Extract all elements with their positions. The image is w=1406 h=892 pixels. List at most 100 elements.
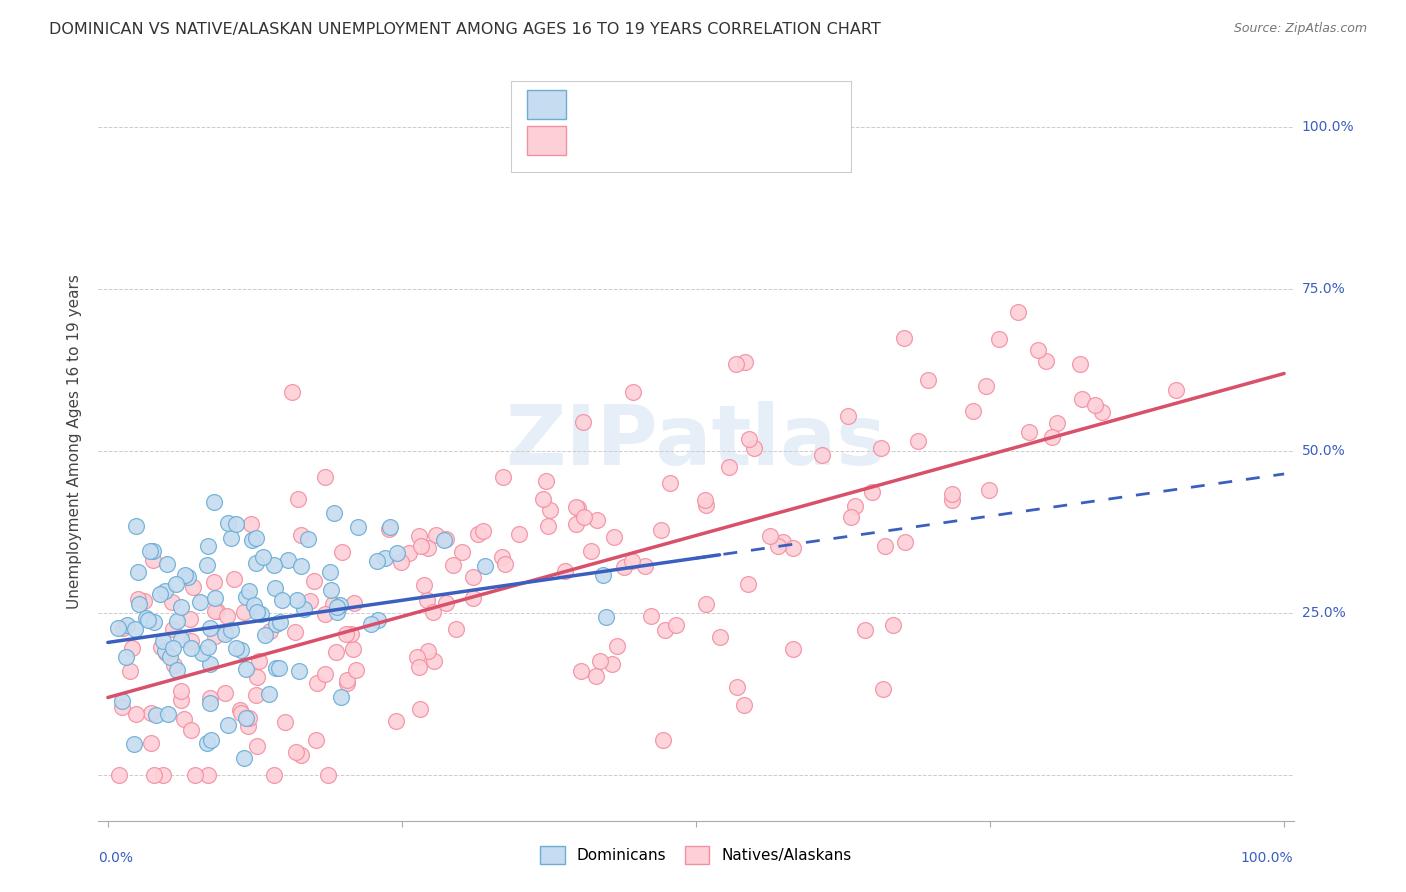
- Point: [141, 736, 163, 750]
- Point: [875, 539, 897, 553]
- Point: [257, 687, 280, 701]
- Text: 100.0%: 100.0%: [1241, 851, 1294, 865]
- Point: [217, 609, 239, 624]
- Point: [326, 599, 349, 614]
- Text: 0.0%: 0.0%: [98, 851, 134, 865]
- Point: [870, 441, 893, 455]
- Point: [125, 518, 148, 533]
- Point: [652, 733, 675, 747]
- Point: [565, 500, 588, 514]
- Point: [292, 602, 315, 616]
- Point: [174, 567, 197, 582]
- Point: [153, 644, 176, 658]
- Point: [567, 501, 589, 516]
- Point: [1046, 416, 1069, 430]
- Point: [941, 487, 963, 501]
- Point: [127, 565, 149, 579]
- Point: [124, 622, 146, 636]
- Point: [837, 409, 859, 424]
- Point: [654, 623, 676, 637]
- Point: [1040, 430, 1063, 444]
- Point: [319, 565, 342, 579]
- Point: [200, 690, 222, 705]
- Point: [491, 549, 513, 564]
- Point: [238, 711, 260, 725]
- Point: [613, 560, 636, 574]
- Point: [247, 654, 270, 668]
- Point: [314, 667, 336, 681]
- Point: [297, 532, 319, 546]
- Point: [665, 618, 688, 632]
- Point: [695, 498, 717, 512]
- Point: [307, 675, 329, 690]
- Text: N = 178: N = 178: [733, 133, 799, 148]
- Point: [360, 616, 382, 631]
- Point: [302, 574, 325, 588]
- Point: [159, 650, 181, 665]
- Point: [565, 517, 588, 532]
- Point: [330, 545, 353, 559]
- Point: [572, 510, 595, 524]
- Point: [266, 661, 288, 675]
- Text: 25.0%: 25.0%: [1302, 607, 1346, 620]
- Point: [198, 621, 221, 635]
- Point: [281, 385, 304, 400]
- Point: [325, 605, 347, 619]
- Point: [142, 768, 165, 782]
- Point: [592, 567, 614, 582]
- Point: [191, 646, 214, 660]
- Text: Source: ZipAtlas.com: Source: ZipAtlas.com: [1233, 22, 1367, 36]
- Point: [157, 706, 180, 721]
- Point: [733, 698, 755, 713]
- Point: [907, 434, 929, 448]
- Point: [173, 712, 195, 726]
- Point: [238, 719, 260, 733]
- Point: [246, 605, 269, 619]
- Point: [263, 768, 285, 782]
- Point: [283, 625, 305, 640]
- Point: [181, 581, 204, 595]
- Point: [290, 559, 312, 574]
- Point: [659, 475, 682, 490]
- Point: [962, 404, 984, 418]
- Point: [176, 570, 198, 584]
- Point: [768, 539, 790, 553]
- Point: [214, 627, 236, 641]
- Point: [217, 718, 239, 732]
- Point: [188, 595, 211, 609]
- Point: [198, 696, 221, 710]
- Point: [492, 469, 515, 483]
- Point: [595, 609, 617, 624]
- Point: [734, 355, 756, 369]
- Point: [238, 583, 260, 598]
- Point: [170, 692, 193, 706]
- Point: [197, 768, 219, 782]
- Point: [725, 681, 748, 695]
- Point: [344, 663, 367, 677]
- Point: [225, 516, 247, 531]
- Legend: Dominicans, Natives/Alaskans: Dominicans, Natives/Alaskans: [534, 840, 858, 870]
- Point: [579, 544, 602, 558]
- Point: [271, 593, 294, 607]
- Point: [250, 607, 273, 622]
- Point: [166, 614, 188, 628]
- Point: [314, 470, 336, 484]
- Point: [554, 565, 576, 579]
- Point: [170, 684, 193, 698]
- Point: [853, 624, 876, 638]
- Point: [246, 670, 269, 684]
- Text: ZIPatlas: ZIPatlas: [506, 401, 886, 482]
- Point: [709, 630, 731, 644]
- Point: [162, 657, 184, 672]
- Point: [737, 577, 759, 591]
- Text: 50.0%: 50.0%: [1302, 444, 1346, 458]
- Point: [180, 723, 202, 738]
- Point: [742, 441, 765, 455]
- Point: [1007, 305, 1029, 319]
- Point: [347, 520, 370, 534]
- Point: [232, 605, 254, 619]
- Point: [423, 654, 446, 668]
- Point: [149, 640, 172, 655]
- Point: [461, 570, 484, 584]
- Point: [128, 597, 150, 611]
